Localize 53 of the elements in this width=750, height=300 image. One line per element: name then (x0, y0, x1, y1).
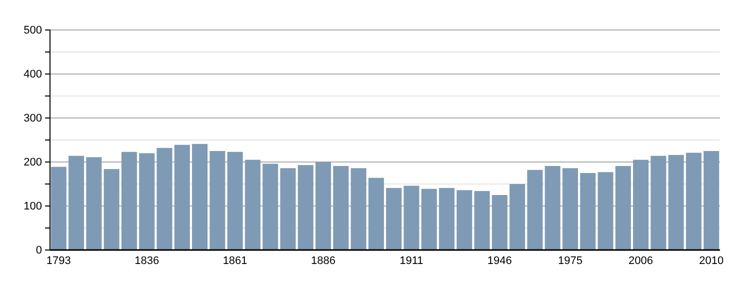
bar (668, 154, 684, 250)
bar (156, 148, 172, 250)
bar (68, 156, 84, 250)
bar (298, 165, 314, 250)
bar (474, 191, 490, 250)
bar (527, 170, 543, 250)
x-tick-label: 1836 (134, 255, 160, 267)
bar (580, 173, 596, 250)
bar (139, 153, 155, 250)
bar (704, 151, 720, 250)
bar (510, 184, 526, 250)
x-tick-label: 1911 (400, 255, 424, 267)
bar (262, 164, 278, 250)
y-tick-label: 500 (24, 24, 42, 37)
bar (174, 144, 190, 250)
bar (315, 162, 332, 250)
bar (615, 166, 631, 250)
bar (50, 166, 66, 250)
bar (492, 195, 508, 250)
bar (333, 166, 349, 250)
x-tick-label: 2006 (628, 255, 654, 267)
bar (404, 186, 420, 250)
bar (456, 190, 472, 250)
x-tick-label: 1793 (46, 255, 71, 267)
bar (210, 151, 226, 250)
bar (104, 169, 120, 250)
bar (121, 152, 137, 250)
x-tick-label: 1946 (487, 255, 512, 267)
bar (86, 157, 102, 250)
bar (386, 188, 402, 250)
bar (244, 160, 260, 250)
x-tick-label: 1975 (558, 255, 582, 267)
bar (686, 152, 702, 250)
y-tick-label: 400 (24, 68, 42, 81)
bar (368, 178, 384, 250)
x-tick-label: 1861 (222, 255, 248, 267)
bar (192, 144, 208, 250)
bar (650, 156, 666, 250)
y-tick-label: 0 (36, 244, 42, 257)
x-tick-label: 2010 (699, 255, 724, 267)
y-tick-label: 200 (24, 156, 42, 169)
y-tick-label: 100 (24, 200, 42, 213)
bar (421, 188, 437, 250)
y-tick-label: 300 (24, 112, 42, 125)
bar (562, 168, 578, 250)
bar (280, 168, 296, 250)
bar (633, 160, 649, 250)
bar (438, 188, 455, 250)
x-tick-label: 1886 (311, 255, 336, 267)
bar (544, 166, 560, 250)
bar (227, 152, 243, 250)
bar (598, 172, 614, 250)
bar (350, 168, 366, 250)
